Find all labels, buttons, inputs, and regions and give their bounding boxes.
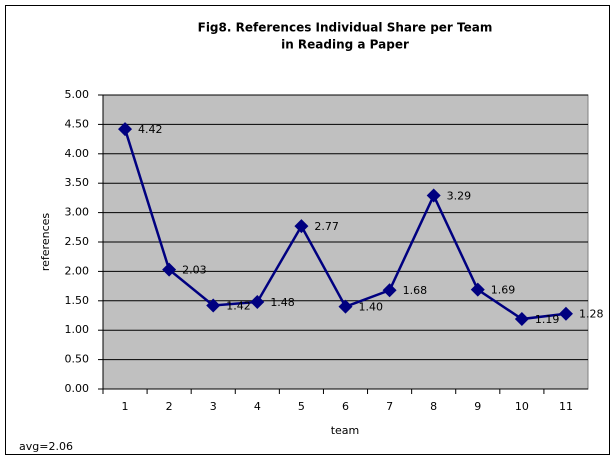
x-tick-label: 9 — [474, 400, 481, 413]
data-point — [470, 282, 485, 297]
data-label: 2.03 — [182, 264, 207, 277]
data-label: 1.42 — [226, 300, 251, 313]
y-tick-label: 1.50 — [65, 294, 90, 307]
data-point — [162, 262, 177, 277]
y-tick-label: 0.50 — [65, 353, 90, 366]
x-tick-label: 4 — [254, 400, 261, 413]
annotation: avg=2.06 — [19, 440, 73, 453]
chart-title: Fig8. References Individual Share per Te… — [198, 21, 493, 35]
data-point — [206, 298, 221, 313]
data-point — [382, 283, 397, 298]
data-label: 4.42 — [138, 123, 163, 136]
y-tick-label: 1.00 — [65, 323, 90, 336]
data-label: 1.19 — [535, 313, 560, 326]
data-label: 1.28 — [579, 308, 604, 321]
data-label: 3.29 — [447, 190, 472, 203]
y-tick-label: 4.00 — [65, 147, 90, 160]
y-tick-label: 3.00 — [65, 206, 90, 219]
y-tick-label: 4.50 — [65, 117, 90, 130]
y-tick-label: 5.00 — [65, 88, 90, 101]
x-tick-label: 8 — [430, 400, 437, 413]
x-tick-label: 6 — [342, 400, 349, 413]
x-tick-label: 3 — [210, 400, 217, 413]
x-tick-label: 11 — [559, 400, 573, 413]
y-tick-label: 0.00 — [65, 382, 90, 395]
data-point — [426, 188, 441, 203]
data-label: 1.40 — [359, 301, 384, 314]
y-axis-label: references — [39, 213, 52, 272]
x-tick-label: 10 — [515, 400, 529, 413]
chart-title: in Reading a Paper — [281, 38, 409, 52]
data-label: 2.77 — [314, 220, 339, 233]
x-axis-label: team — [331, 424, 360, 437]
data-label: 1.69 — [491, 284, 515, 297]
x-tick-label: 2 — [166, 400, 173, 413]
data-point — [118, 122, 133, 137]
data-label: 1.68 — [403, 284, 428, 297]
data-point — [558, 306, 573, 321]
x-tick-label: 1 — [122, 400, 129, 413]
data-point — [250, 294, 265, 309]
y-tick-label: 2.00 — [65, 264, 90, 277]
y-tick-label: 3.50 — [65, 176, 90, 189]
data-point — [338, 299, 353, 314]
x-tick-label: 7 — [386, 400, 393, 413]
y-tick-label: 2.50 — [65, 235, 90, 248]
data-point — [514, 312, 529, 327]
data-point — [294, 219, 309, 234]
x-tick-label: 5 — [298, 400, 305, 413]
data-label: 1.48 — [270, 296, 295, 309]
